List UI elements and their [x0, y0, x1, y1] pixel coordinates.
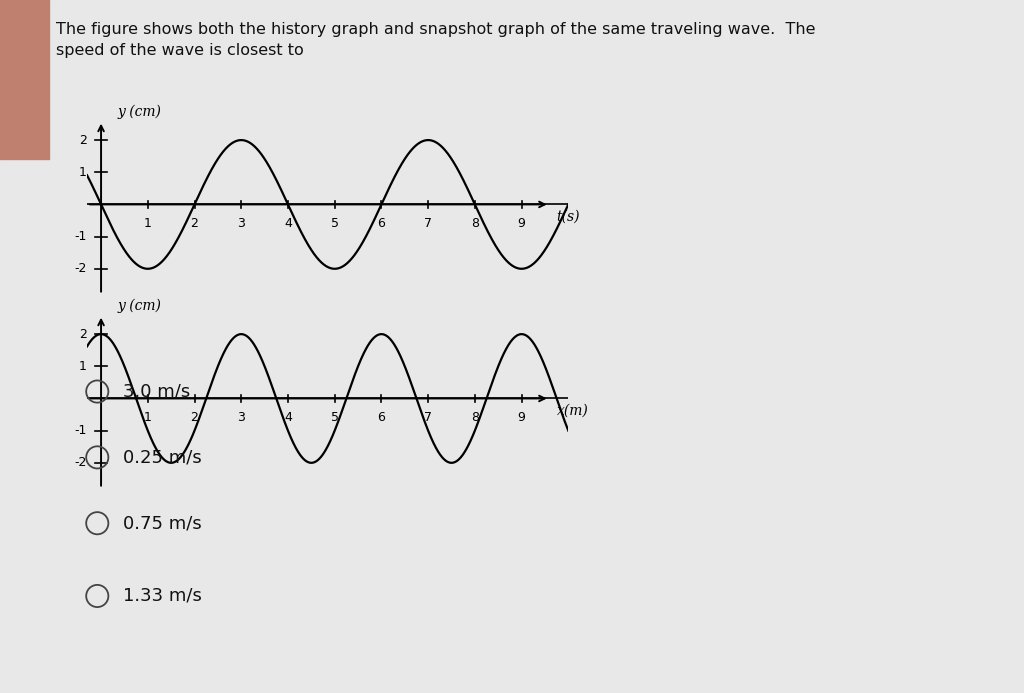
Text: 9: 9 — [518, 218, 525, 230]
Text: 1: 1 — [79, 360, 87, 373]
Text: 2: 2 — [79, 134, 87, 147]
Text: 6: 6 — [378, 412, 385, 424]
Text: -2: -2 — [75, 456, 87, 469]
Text: 0.75 m/s: 0.75 m/s — [123, 514, 202, 532]
Text: -1: -1 — [75, 230, 87, 243]
Text: 1: 1 — [143, 412, 152, 424]
Text: -1: -1 — [75, 424, 87, 437]
Text: The figure shows both the history graph and snapshot graph of the same traveling: The figure shows both the history graph … — [56, 22, 816, 58]
Text: 3: 3 — [238, 412, 245, 424]
Text: 1: 1 — [143, 218, 152, 230]
Text: t(s): t(s) — [557, 209, 581, 223]
Text: 0.25 m/s: 0.25 m/s — [123, 448, 202, 466]
Text: 8: 8 — [471, 218, 479, 230]
Text: 3: 3 — [238, 218, 245, 230]
Text: 5: 5 — [331, 412, 339, 424]
Text: 2: 2 — [190, 218, 199, 230]
Text: 1.33 m/s: 1.33 m/s — [123, 587, 202, 605]
Text: 7: 7 — [424, 412, 432, 424]
Text: 3.0 m/s: 3.0 m/s — [123, 383, 190, 401]
Text: 8: 8 — [471, 412, 479, 424]
Text: y (cm): y (cm) — [118, 105, 162, 119]
Text: y (cm): y (cm) — [118, 299, 162, 313]
Text: 2: 2 — [190, 412, 199, 424]
Text: 7: 7 — [424, 218, 432, 230]
Text: 9: 9 — [518, 412, 525, 424]
Text: -2: -2 — [75, 262, 87, 275]
Text: 1: 1 — [79, 166, 87, 179]
Text: 2: 2 — [79, 328, 87, 341]
Text: x(m): x(m) — [557, 403, 589, 417]
Text: 5: 5 — [331, 218, 339, 230]
Text: 4: 4 — [284, 412, 292, 424]
Text: 6: 6 — [378, 218, 385, 230]
Text: 4: 4 — [284, 218, 292, 230]
